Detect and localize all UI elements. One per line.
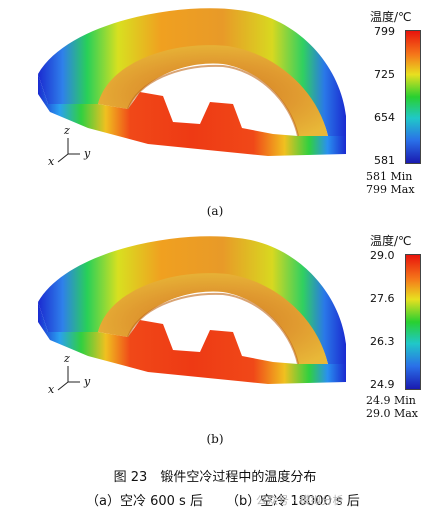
min-max-b: 24.9 Min 29.0 Max [366, 394, 418, 420]
min-max-a: 581 Min 799 Max [366, 170, 415, 196]
max-text-b: 29.0 Max [366, 407, 418, 420]
caption-sub-a: （a）空冷 600 s 后 [86, 490, 203, 509]
axis-label-y: y [84, 147, 90, 160]
min-text-b: 24.9 Min [366, 394, 418, 407]
axis-lines-a [48, 124, 98, 168]
axis-label-x: x [48, 383, 54, 396]
axis-triad-a: z y x [48, 124, 98, 168]
tick-b-min: 24.9 [370, 378, 395, 391]
tick-b-max: 29.0 [370, 249, 395, 262]
watermark: 公众号 · 模拟分析 [256, 492, 344, 508]
axis-label-z: z [64, 124, 70, 137]
sublabel-b: (b) [0, 432, 430, 446]
tick-a-2: 725 [374, 68, 395, 81]
tick-a-3: 654 [374, 111, 395, 124]
panel-b: z y x 温度/℃ 29.0 27.6 26.3 24.9 24.9 Min … [0, 228, 430, 458]
colorbar-a [405, 30, 421, 164]
axis-triad-b: z y x [48, 352, 98, 396]
axis-label-x: x [48, 155, 54, 168]
axis-lines-b [48, 352, 98, 396]
panel-a: z y x 温度/℃ 799 725 654 581 581 Min 799 M… [0, 0, 430, 230]
tick-b-3: 26.3 [370, 335, 395, 348]
colorbar-b [405, 254, 421, 390]
tick-a-min: 581 [374, 154, 395, 167]
axis-label-y: y [84, 375, 90, 388]
tick-b-2: 27.6 [370, 292, 395, 305]
legend-title-a: 温度/℃ [370, 8, 412, 25]
min-text-a: 581 Min [366, 170, 415, 183]
axis-label-z: z [64, 352, 70, 365]
max-text-a: 799 Max [366, 183, 415, 196]
figure-caption: 图 23 锻件空冷过程中的温度分布 [0, 466, 430, 485]
tick-a-max: 799 [374, 25, 395, 38]
sublabel-a: (a) [0, 204, 430, 218]
legend-title-b: 温度/℃ [370, 232, 412, 249]
